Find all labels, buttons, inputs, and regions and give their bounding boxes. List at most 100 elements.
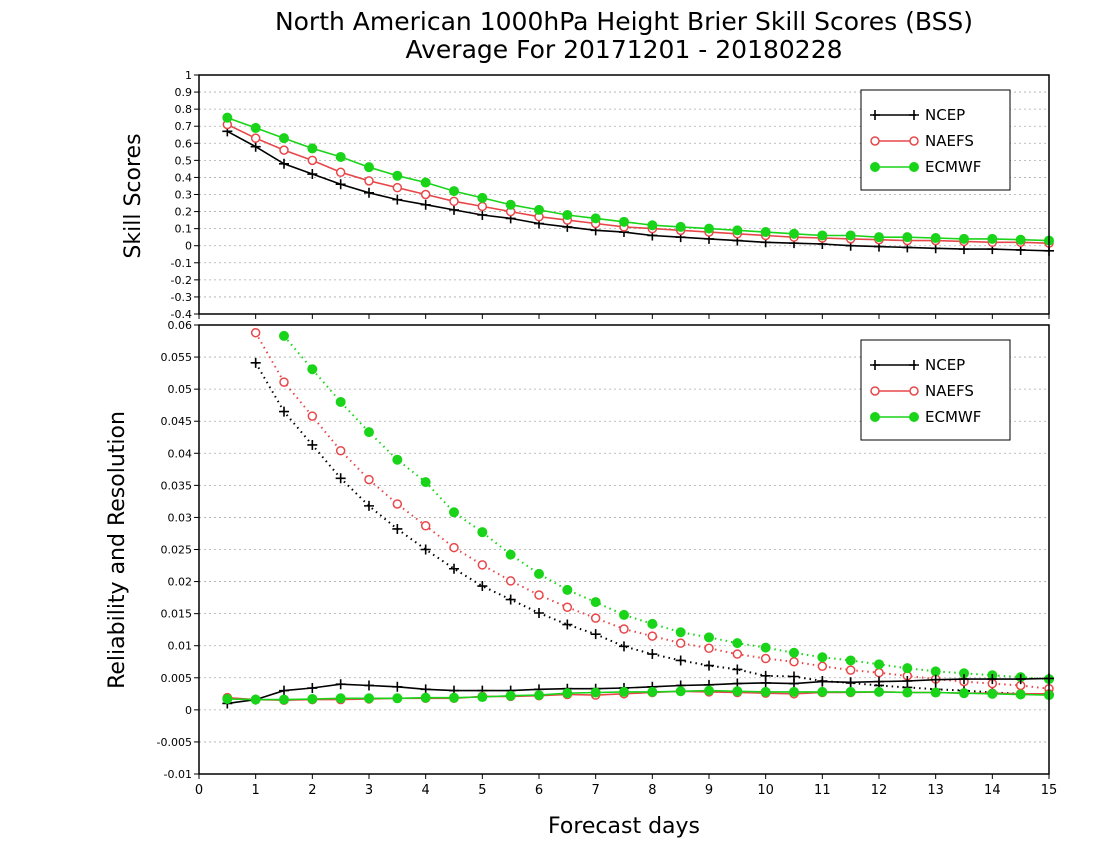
bottom-point-ncep — [760, 677, 771, 688]
bottom-x-tick-label: 13 — [927, 783, 944, 798]
bottom-point-ncep — [250, 357, 261, 368]
top-point-ecmwf — [760, 227, 771, 238]
bottom-point-ncep — [704, 660, 714, 671]
top-y-tick-label: 0.3 — [175, 189, 193, 202]
top-point-naefs — [335, 167, 346, 178]
top-point-ecmwf — [959, 233, 969, 244]
top-point-ecmwf — [704, 223, 714, 234]
bottom-point-ecmwf — [930, 666, 941, 677]
top-y-tick-label: -0.1 — [171, 257, 192, 270]
top-point-ecmwf — [449, 186, 459, 197]
bottom-point-ecmwf — [335, 693, 346, 704]
top-point-ecmwf — [335, 151, 346, 162]
bottom-point-ncep — [590, 629, 601, 640]
top-point-ecmwf — [477, 192, 488, 203]
top-point-ncep — [279, 158, 289, 169]
bottom-x-tick-label: 15 — [1041, 783, 1058, 798]
bottom-point-naefs — [590, 613, 601, 623]
bottom-point-naefs — [647, 631, 658, 641]
bottom-point-ecmwf — [449, 692, 459, 703]
bottom-point-ecmwf — [817, 652, 828, 663]
bottom-point-ecmwf — [279, 694, 289, 705]
bottom-x-tick-label: 4 — [422, 783, 430, 798]
bottom-legend-label-ncep: NCEP — [925, 356, 965, 374]
top-legend-marker-ecmwf — [909, 162, 919, 172]
top-point-ncep — [392, 194, 403, 205]
top-y-tick-label: 0.9 — [175, 86, 193, 99]
top-y-tick-label: 0.8 — [175, 103, 193, 116]
bottom-point-ecmwf — [222, 693, 233, 704]
bottom-point-ncep — [335, 679, 346, 690]
bottom-y-tick-label: 0.06 — [168, 319, 193, 332]
bottom-point-naefs — [675, 638, 686, 648]
bottom-x-tick-label: 7 — [592, 783, 600, 798]
bottom-point-ecmwf — [1015, 689, 1026, 700]
bottom-point-ncep — [505, 594, 516, 605]
top-legend-marker-ncep — [870, 110, 880, 120]
top-point-naefs — [279, 145, 289, 155]
top-y-tick-label: -0.4 — [171, 308, 192, 321]
bottom-point-naefs — [307, 411, 318, 421]
bottom-legend-marker-ncep — [909, 360, 919, 370]
bottom-y-axis-label: Reliability and Resolution — [105, 411, 130, 689]
bottom-y-tick-label: 0.025 — [161, 544, 193, 557]
top-point-ecmwf — [789, 228, 799, 239]
bottom-x-tick-label: 9 — [705, 783, 713, 798]
bottom-point-ncep — [845, 677, 856, 688]
bottom-point-ncep — [279, 406, 289, 417]
top-point-ecmwf — [732, 225, 743, 236]
top-legend-label-ncep: NCEP — [925, 106, 965, 124]
top-point-ncep — [307, 169, 318, 180]
top-point-ecmwf — [364, 162, 374, 173]
bottom-point-ecmwf — [874, 659, 884, 670]
bottom-point-ecmwf — [675, 627, 686, 638]
bottom-point-ncep — [364, 680, 374, 691]
bottom-x-tick-label: 5 — [478, 783, 486, 798]
top-y-tick-label: 0.6 — [175, 137, 193, 150]
bottom-point-naefs — [874, 667, 884, 678]
top-legend-label-naefs: NAEFS — [925, 132, 974, 150]
bottom-point-naefs — [732, 649, 743, 659]
bottom-point-naefs — [505, 576, 516, 586]
top-point-naefs — [364, 176, 374, 186]
bottom-legend-box — [860, 339, 1011, 441]
top-legend-marker-naefs — [870, 136, 880, 146]
bottom-point-ecmwf — [534, 690, 544, 701]
top-y-tick-label: -0.2 — [171, 274, 192, 287]
bottom-point-ecmwf — [562, 584, 573, 595]
bottom-point-naefs — [364, 474, 374, 485]
bottom-x-tick-label: 1 — [252, 783, 260, 798]
bottom-point-ecmwf — [704, 632, 714, 643]
bottom-point-ecmwf — [505, 549, 516, 560]
bottom-x-tick-label: 0 — [195, 783, 203, 798]
bottom-legend-label-naefs: NAEFS — [925, 382, 974, 400]
bottom-point-ncep — [647, 649, 658, 660]
top-point-naefs — [420, 189, 431, 200]
bottom-y-tick-label: 0.03 — [168, 511, 193, 524]
top-point-ecmwf — [619, 216, 629, 227]
bottom-series-line-naefs-dotted — [254, 332, 1050, 690]
bottom-point-ncep — [534, 608, 544, 619]
bottom-point-ncep — [307, 439, 318, 450]
top-point-ecmwf — [817, 230, 828, 241]
bottom-point-ecmwf — [874, 686, 884, 697]
bottom-point-ecmwf — [562, 688, 573, 699]
top-legend-marker-ecmwf — [870, 162, 880, 172]
top-point-ncep — [477, 209, 488, 220]
bottom-point-ecmwf — [619, 609, 629, 620]
bottom-legend-marker-naefs — [870, 386, 880, 396]
x-axis-label: Forecast days — [548, 814, 700, 839]
bottom-series-line-ecmwf-dotted — [283, 335, 1050, 681]
chart-title-line2: Average For 20171201 - 20180228 — [405, 35, 842, 64]
bottom-point-ecmwf — [420, 692, 431, 703]
bottom-y-tick-label: 0.055 — [161, 351, 193, 364]
bottom-point-naefs — [534, 590, 544, 600]
bottom-point-ecmwf — [392, 454, 403, 465]
bottom-point-ncep — [732, 664, 743, 675]
bottom-point-naefs — [704, 643, 714, 654]
bottom-x-tick-label: 11 — [814, 783, 831, 798]
bottom-y-tick-label: 0.02 — [168, 576, 193, 589]
top-point-ecmwf — [420, 177, 431, 188]
bottom-point-ecmwf — [930, 687, 941, 698]
